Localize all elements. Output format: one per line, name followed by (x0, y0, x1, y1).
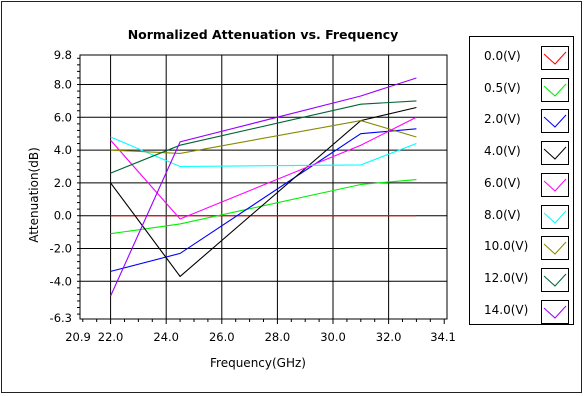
x-tick-label: 26.0 (209, 330, 235, 344)
legend-swatch (541, 172, 569, 197)
x-tick-label: 30.0 (320, 330, 346, 344)
legend-swatch-line (543, 51, 567, 65)
legend-item: 14.0(V) (470, 299, 573, 325)
legend-item: 10.0(V) (470, 235, 573, 261)
legend-item: 0.0(V) (470, 45, 573, 71)
legend-item: 6.0(V) (470, 172, 573, 198)
legend-swatch (541, 204, 569, 229)
y-tick-label: -2.0 (50, 241, 72, 255)
x-axis-label: Frequency(GHz) (210, 356, 306, 370)
y-tick-label: 6.0 (54, 110, 72, 124)
legend-swatch (541, 299, 569, 324)
legend-label: 12.0(V) (484, 270, 529, 285)
series-line (110, 100, 417, 174)
legend-label: 4.0(V) (484, 144, 521, 159)
series-line (110, 120, 417, 154)
legend-swatch-line (543, 241, 567, 255)
x-tick-label: 32.0 (376, 330, 402, 344)
legend-swatch (541, 46, 569, 70)
legend-label: 10.0(V) (484, 239, 529, 254)
x-tick-label: 34.1 (430, 330, 456, 344)
legend-swatch-line (543, 178, 567, 192)
series-line (110, 116, 417, 220)
legend-swatch (541, 267, 569, 292)
legend-label: 2.0(V) (484, 112, 521, 127)
legend-label: 8.0(V) (484, 207, 521, 222)
legend-label: 0.5(V) (484, 80, 521, 95)
legend-swatch (541, 109, 569, 134)
series-lines (110, 77, 417, 297)
legend-item: 8.0(V) (470, 204, 573, 230)
legend-swatch (541, 141, 569, 166)
legend-swatch-line (543, 273, 567, 287)
x-tick-label: 28.0 (265, 330, 291, 344)
legend-item: 12.0(V) (470, 267, 573, 293)
chart-title: Normalized Attenuation vs. Frequency (128, 27, 399, 42)
y-tick-label: 0.0 (54, 209, 72, 223)
legend-item: 0.5(V) (470, 77, 573, 103)
series-line (110, 106, 417, 278)
y-tick-label: 2.0 (54, 176, 72, 190)
legend-swatch-line (543, 115, 567, 129)
legend-item: 2.0(V) (470, 108, 573, 134)
tick-labels: 22.0 24.0 26.0 28.0 30.0 32.0 20.9 34.1 8.0 6.0 4.… (50, 48, 456, 344)
legend: 0.0(V) 0.5(V) 2.0(V) 4.0(V) 6.0(V) 8.0(V) 10.0… (469, 36, 574, 325)
legend-swatch (541, 236, 569, 261)
axis-ticks (77, 57, 445, 324)
series-line (110, 179, 417, 235)
plot-area-border (79, 54, 448, 320)
grid (80, 55, 447, 319)
y-tick-label: 8.0 (54, 78, 72, 92)
legend-swatch-line (543, 305, 567, 319)
series-line (110, 77, 417, 297)
legend-label: 0.0(V) (484, 49, 521, 63)
y-axis-label: Attenuation(dB) (27, 147, 41, 243)
x-tick-label: 24.0 (153, 330, 179, 344)
y-tick-label: -6.3 (50, 311, 72, 325)
x-tick-label: 20.9 (65, 330, 91, 344)
legend-swatch (541, 77, 569, 102)
x-tick-label: 22.0 (98, 330, 124, 344)
y-tick-label: 9.8 (54, 48, 72, 62)
legend-swatch-line (543, 83, 567, 97)
legend-swatch-line (543, 146, 567, 160)
y-tick-label: 4.0 (54, 143, 72, 157)
legend-item: 4.0(V) (470, 140, 573, 166)
legend-label: 14.0(V) (484, 302, 529, 317)
y-tick-label: -4.0 (50, 274, 72, 288)
legend-swatch-line (543, 210, 567, 224)
legend-label: 6.0(V) (484, 175, 521, 190)
